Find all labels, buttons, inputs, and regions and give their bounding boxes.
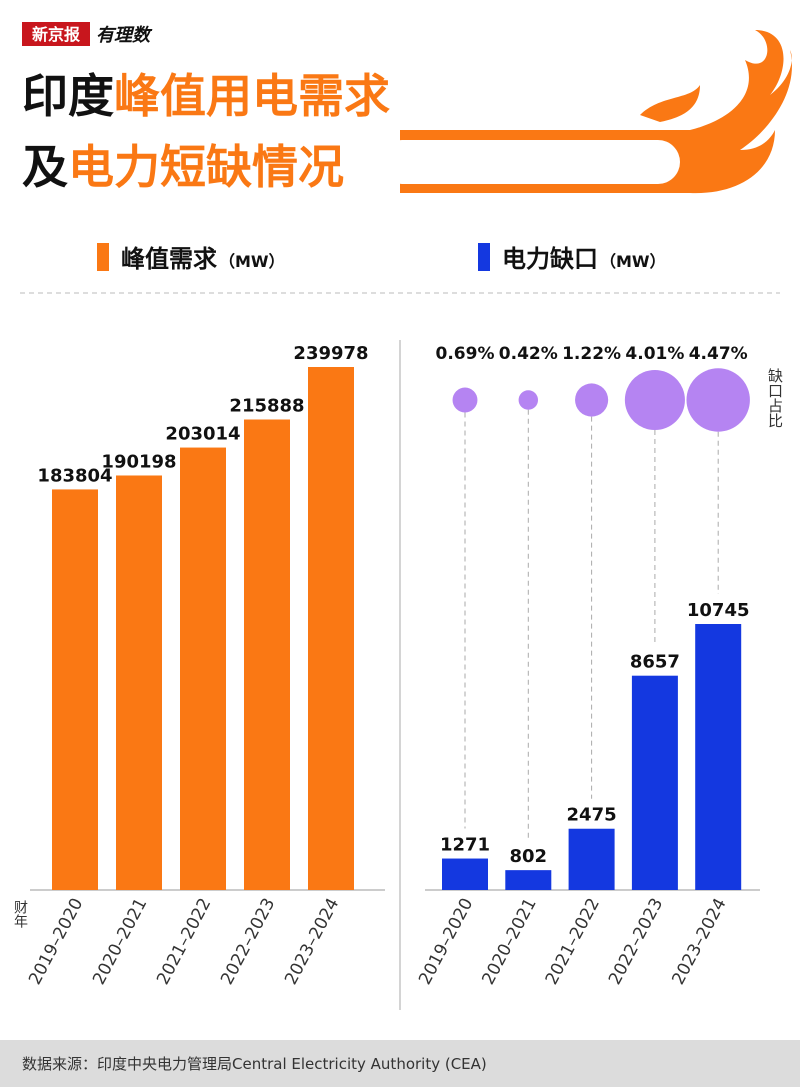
x-tick-label: 2023–2024 — [281, 895, 343, 988]
x-tick-label: 2022–2023 — [605, 895, 667, 988]
value-label: 239978 — [293, 343, 368, 364]
flame-tip — [640, 85, 700, 122]
bar — [52, 489, 98, 890]
bar — [505, 870, 552, 890]
logo-sub: 有理数 — [96, 25, 153, 46]
legend-unit: （MW） — [600, 252, 666, 271]
legend-unit: （MW） — [219, 252, 285, 271]
bar — [180, 447, 226, 890]
x-axis-label: 财年 — [12, 900, 28, 928]
bubble-label: 4.47% — [689, 344, 748, 364]
title-part: 电力短缺情况 — [68, 140, 344, 194]
bar — [442, 858, 488, 890]
x-tick-label: 2020–2021 — [89, 895, 151, 988]
title-line2: 及电力短缺情况 — [22, 140, 344, 194]
title-part: 峰值用电需求 — [114, 69, 390, 123]
value-label: 802 — [510, 846, 548, 867]
legend-label: 电力缺口 — [502, 245, 598, 273]
logo-box — [22, 22, 90, 46]
bar — [568, 828, 615, 890]
value-label: 183804 — [37, 465, 112, 486]
value-label: 190198 — [101, 451, 176, 472]
bar — [308, 367, 354, 890]
bar — [631, 675, 678, 890]
flame-decoration — [380, 30, 792, 194]
value-label: 2475 — [567, 805, 617, 826]
bubble-label: 4.01% — [625, 344, 684, 364]
value-label: 215888 — [229, 396, 304, 417]
bubble — [452, 387, 478, 413]
x-tick-label: 2022–2023 — [217, 895, 279, 988]
bar — [116, 475, 162, 890]
logo: 新京报 — [32, 25, 80, 44]
flame-band — [380, 140, 680, 184]
bubble — [575, 383, 609, 417]
value-label: 203014 — [165, 424, 240, 445]
bubble — [518, 390, 539, 410]
bubble-label: 1.22% — [562, 344, 621, 364]
title-part: 及 — [22, 140, 68, 194]
bar — [244, 419, 290, 890]
value-label: 1271 — [440, 835, 490, 856]
bubble-axis-label: 缺口占比 — [766, 368, 784, 428]
bar — [695, 624, 742, 890]
title-line1: 印度峰值用电需求 — [22, 69, 390, 123]
title-part: 印度 — [22, 69, 114, 123]
x-tick-label: 2020–2021 — [478, 895, 540, 988]
footer-band — [0, 1040, 800, 1087]
x-tick-label: 2019–2020 — [25, 895, 87, 988]
bubble — [624, 369, 685, 431]
bubble — [686, 368, 750, 432]
x-tick-label: 2019–2020 — [415, 895, 477, 988]
x-tick-label: 2023–2024 — [668, 895, 730, 988]
bubble-label: 0.42% — [499, 344, 558, 364]
legend-swatch — [97, 243, 109, 271]
bubble-label: 0.69% — [436, 344, 495, 364]
legend-label: 峰值需求 — [121, 245, 217, 273]
x-tick-label: 2021–2022 — [542, 895, 604, 988]
x-tick-label: 2021–2022 — [153, 895, 215, 988]
value-label: 10745 — [687, 600, 750, 621]
source: 数据来源：印度中央电力管理局Central Electricity Author… — [22, 1055, 487, 1073]
value-label: 8657 — [630, 652, 680, 673]
legend-swatch — [478, 243, 490, 271]
